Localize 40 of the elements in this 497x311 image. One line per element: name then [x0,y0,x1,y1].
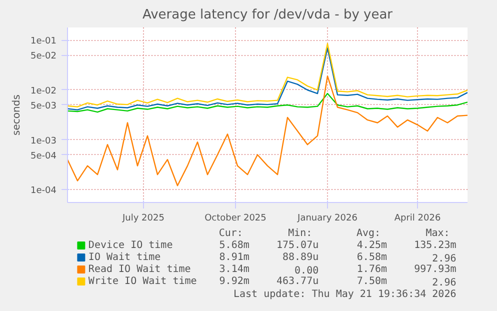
text: 7.50m [356,276,388,287]
text: Cur: [218,228,243,239]
text: 9.92m [219,276,250,287]
y-tick-label: 1e-04 [30,186,57,196]
text: 2.96 [432,278,456,288]
x-tick-label: January 2026 [296,214,358,224]
y-tick-label: 1e-02 [30,86,57,96]
legend-label: Read IO Wait time [88,264,191,275]
text: 463.77u [276,276,319,287]
y-tick-label: 5e-04 [30,151,57,162]
y-tick-label: 5e-03 [30,101,57,112]
text: 8.91m [219,252,250,263]
line-series [68,92,468,113]
chart-title: Average latency for /dev/vda - by year [142,8,394,22]
x-tick-label: July 2025 [122,214,164,224]
x-tick-label: October 2025 [204,214,266,224]
x-tick-label: April 2026 [394,214,441,224]
text: 3.14m [219,264,250,275]
legend-label: Write IO Wait time [88,276,197,287]
legend-label: Device IO time [88,240,173,251]
text: 4.25m [356,240,388,251]
text: 0.00 [294,266,319,276]
text: 5.68m [219,240,250,251]
y-tick-label: 5e-02 [30,52,57,62]
line-series [68,76,468,186]
text: Last update: Thu May 21 19:36:34 2026 [233,289,456,300]
text: 997.93m [414,264,456,275]
y-tick-label: 1e-01 [30,36,57,47]
y-tick-label: 1e-03 [30,136,57,146]
y-axis-title: seconds [12,94,23,136]
text: 88.89u [282,252,319,263]
text: Min: [288,228,312,239]
text: 2.96 [432,254,456,264]
text: 1.76m [356,264,388,275]
text: Avg: [356,228,381,239]
text: Max: [426,228,450,239]
text: 135.23m [414,240,456,251]
text: 175.07u [276,240,319,251]
legend-label: IO Wait time [88,252,161,263]
text: 6.58m [356,252,388,263]
